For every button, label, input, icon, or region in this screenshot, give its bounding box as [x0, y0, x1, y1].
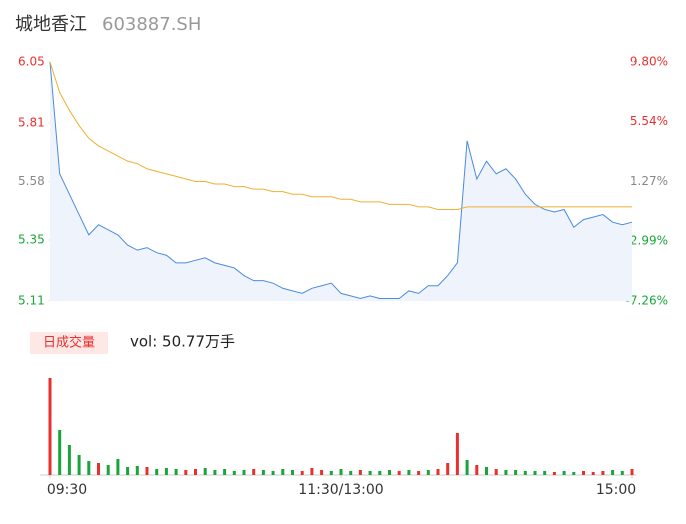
price-area: [50, 62, 632, 301]
y2-tick-label: -7.26%: [626, 294, 668, 308]
volume-bar: [97, 463, 100, 475]
y-tick-label: 6.05: [18, 55, 45, 69]
volume-bar: [329, 471, 333, 475]
volume-bar: [523, 471, 527, 475]
volume-bar: [533, 471, 537, 475]
volume-bar: [58, 430, 62, 475]
volume-bar: [174, 469, 178, 475]
x-tick-label: 11:30/13:00: [298, 482, 383, 498]
y2-tick-label: 1.27%: [630, 174, 668, 188]
volume-bar: [339, 469, 343, 475]
stock-name: 城地香江: [15, 14, 87, 35]
price-line: [49, 61, 633, 299]
volume-bar: [145, 467, 149, 475]
y2-tick-label: 5.54%: [630, 114, 668, 128]
volume-bar: [368, 471, 372, 475]
volume-bar: [164, 468, 168, 475]
volume-bar: [271, 471, 275, 475]
y-tick-label: 5.11: [18, 294, 45, 308]
volume-title: 日成交量: [43, 335, 95, 351]
volume-bar: [446, 463, 450, 475]
volume-bar: [572, 472, 576, 475]
volume-bar: [213, 470, 217, 475]
volume-bar: [388, 470, 391, 475]
volume-bar: [397, 471, 401, 475]
volume-bar: [417, 471, 421, 475]
volume-bar: [310, 468, 314, 475]
volume-bar: [514, 470, 518, 475]
volume-bar: [358, 470, 362, 475]
volume-bar: [126, 467, 130, 475]
volume-bar: [591, 472, 595, 475]
volume-bar: [601, 471, 605, 475]
y2-tick-label: 9.80%: [630, 55, 668, 69]
volume-bar: [582, 471, 585, 475]
stock-code: 603887.SH: [102, 14, 201, 35]
volume-bar: [281, 469, 285, 475]
volume-badge: [30, 332, 108, 354]
volume-bar: [252, 469, 256, 475]
x-tick-label: 09:30: [47, 482, 87, 498]
average-line: [49, 61, 632, 210]
volume-total: vol: 50.77万手: [130, 333, 235, 351]
y-tick-label: 5.81: [18, 116, 45, 130]
volume-bar: [232, 471, 236, 475]
volume-bar: [261, 470, 265, 475]
y2-tick-label: -2.99%: [626, 234, 668, 248]
y-tick-label: 5.35: [18, 232, 45, 246]
volume-bar: [242, 470, 246, 475]
volume-bar: [543, 471, 547, 475]
volume-bar: [300, 471, 304, 475]
volume-bar: [552, 472, 556, 475]
volume-bar: [630, 469, 634, 475]
volume-bar: [465, 460, 469, 475]
volume-bar: [77, 455, 81, 475]
volume-bar: [155, 469, 159, 475]
volume-bar: [223, 469, 227, 475]
volume-bar: [106, 465, 110, 475]
volume-bar: [378, 471, 382, 475]
volume-bar: [407, 470, 411, 475]
volume-bar: [455, 433, 459, 475]
volume-bar: [67, 445, 71, 475]
volume-bar: [291, 470, 294, 475]
volume-bar: [620, 471, 624, 475]
volume-bar: [194, 469, 197, 475]
volume-bar: [320, 470, 324, 475]
volume-bar: [475, 465, 479, 475]
volume-bar: [116, 459, 120, 475]
volume-bar: [562, 471, 566, 475]
volume-bar: [504, 470, 508, 475]
volume-bar: [611, 470, 615, 475]
volume-bar: [48, 378, 52, 475]
volume-bar: [87, 461, 91, 475]
volume-bar: [436, 469, 440, 475]
volume-bar: [485, 467, 488, 475]
x-tick-label: 15:00: [596, 482, 636, 498]
volume-bar: [349, 471, 353, 475]
volume-bar: [203, 468, 207, 475]
volume-bar: [135, 466, 139, 475]
volume-bar: [426, 470, 430, 475]
volume-bar: [494, 469, 498, 475]
volume-bar: [184, 470, 188, 475]
y-tick-label: 5.58: [18, 174, 45, 188]
